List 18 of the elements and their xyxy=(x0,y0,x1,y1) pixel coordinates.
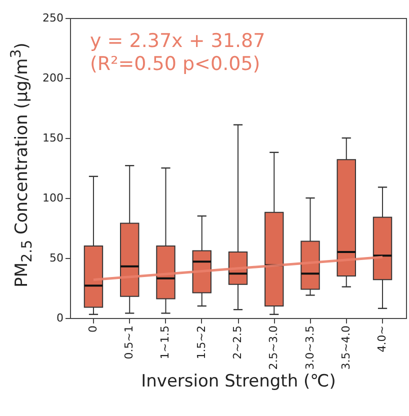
y-tick-label: 200 xyxy=(42,72,64,84)
x-tick-label: 2~2.5 xyxy=(231,326,244,360)
annotation: (R²=0.50 p<0.05) xyxy=(90,53,260,75)
x-tick-label: 2.5~3.0 xyxy=(267,326,280,370)
x-tick-label: 3.5~4.0 xyxy=(339,326,352,370)
x-tick-label: 1.5~2 xyxy=(194,326,208,360)
y-tick-label: 50 xyxy=(50,252,64,264)
x-tick-label: 1~1.5 xyxy=(158,326,172,360)
y-tick-label: 150 xyxy=(42,132,64,144)
x-axis-title: Inversion Strength (℃) xyxy=(141,372,336,392)
x-tick-label: 4.0~ xyxy=(376,326,389,352)
x-tick-label: 0.5~1 xyxy=(122,326,136,360)
y-tick-label: 100 xyxy=(42,192,64,204)
y-tick-label: 0 xyxy=(56,312,64,324)
y-tick-label: 250 xyxy=(42,12,64,24)
x-tick-label: 0 xyxy=(86,326,100,332)
x-tick-label: 3.0~3.5 xyxy=(303,326,316,370)
annotation: y = 2.37x + 31.87 xyxy=(90,30,266,52)
